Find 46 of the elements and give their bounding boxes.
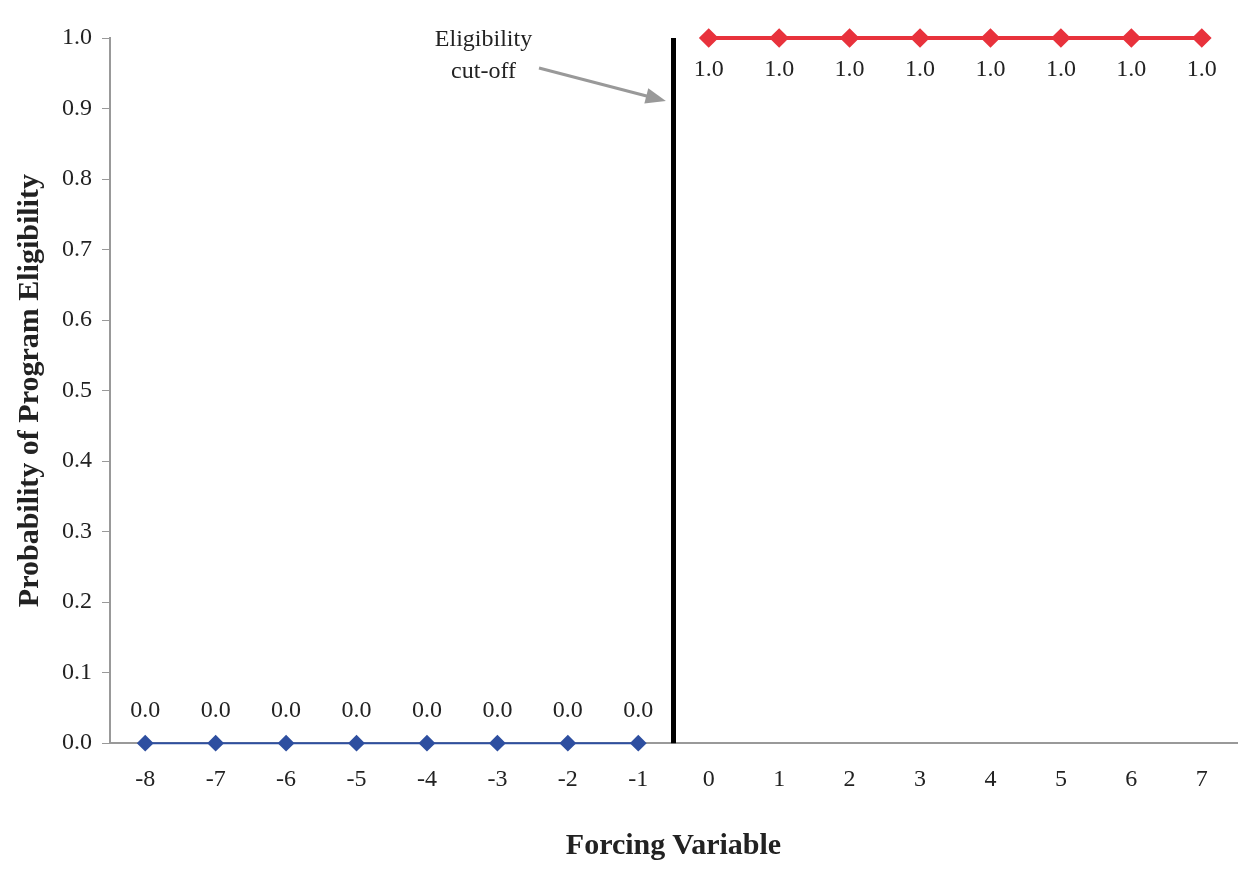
x-tick-label: -1 <box>628 764 649 791</box>
data-label: 0.0 <box>552 696 583 723</box>
data-label: 1.0 <box>975 55 1006 82</box>
y-tick-label: 0.6 <box>62 305 92 332</box>
x-tick-label: 6 <box>1125 764 1138 791</box>
data-label: 1.0 <box>834 55 865 82</box>
y-tick-label: 0.4 <box>62 446 92 473</box>
x-tick-label: -5 <box>346 764 367 791</box>
x-tick-label: 7 <box>1195 764 1208 791</box>
data-label: 1.0 <box>693 55 724 82</box>
ref-line-label: Eligibility cut-off <box>434 25 533 84</box>
y-tick-label: 0.7 <box>62 234 92 261</box>
data-label: 1.0 <box>1116 55 1147 82</box>
data-label: 1.0 <box>1186 55 1217 82</box>
x-tick-label: -6 <box>276 764 297 791</box>
x-axis-title: Forcing Variable <box>565 826 782 860</box>
data-label: 1.0 <box>905 55 936 82</box>
x-tick-label: 0 <box>702 764 715 791</box>
y-tick-label: 1.0 <box>62 23 92 50</box>
data-label: 0.0 <box>482 696 513 723</box>
data-label: 0.0 <box>130 696 161 723</box>
data-label: 1.0 <box>1045 55 1076 82</box>
x-tick-label: -7 <box>205 764 226 791</box>
data-label: 0.0 <box>271 696 302 723</box>
data-label: 0.0 <box>411 696 442 723</box>
x-tick-label: 2 <box>843 764 856 791</box>
x-tick-label: -3 <box>487 764 508 791</box>
x-tick-label: 3 <box>914 764 927 791</box>
x-tick-label: -8 <box>135 764 156 791</box>
data-label: 0.0 <box>341 696 372 723</box>
y-tick-label: 0.1 <box>62 657 92 684</box>
y-tick-label: 0.0 <box>62 728 92 755</box>
y-tick-label: 0.2 <box>62 587 92 614</box>
data-label: 0.0 <box>623 696 654 723</box>
y-tick-label: 0.5 <box>62 375 92 402</box>
x-tick-label: 5 <box>1054 764 1067 791</box>
y-tick-label: 0.8 <box>62 164 92 191</box>
y-tick-label: 0.3 <box>62 516 92 543</box>
y-tick-label: 0.9 <box>62 93 92 120</box>
x-tick-label: -4 <box>416 764 437 791</box>
x-tick-label: 4 <box>984 764 997 791</box>
y-axis-title: Probability of Program Eligibility <box>10 174 44 608</box>
data-label: 0.0 <box>200 696 231 723</box>
x-tick-label: 1 <box>773 764 786 791</box>
x-tick-label: -2 <box>557 764 578 791</box>
data-label: 1.0 <box>764 55 795 82</box>
